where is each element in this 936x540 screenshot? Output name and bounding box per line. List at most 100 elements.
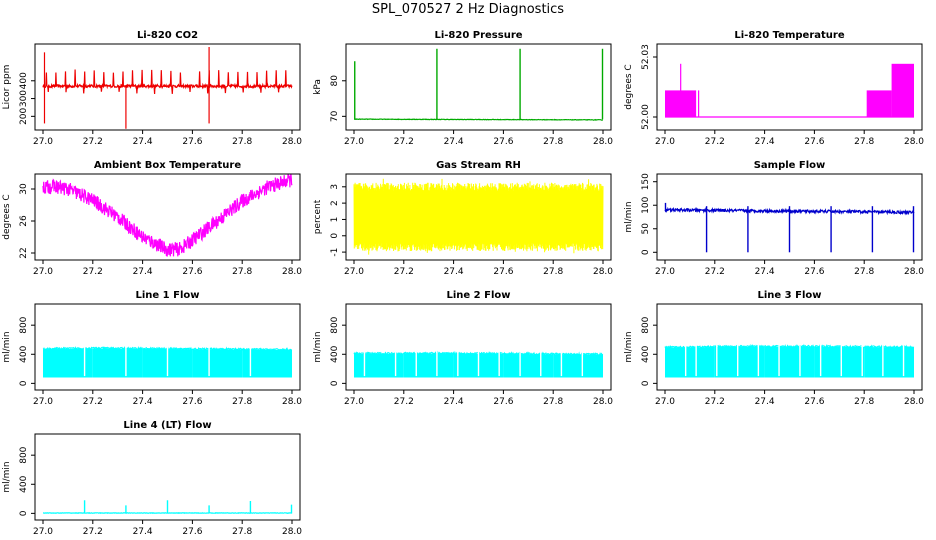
step-block [866,90,892,117]
series-line [354,118,604,121]
y-axis-label: kPa [313,79,323,95]
x-tick-label: 27.4 [444,267,464,277]
x-tick-label: 27.2 [394,137,414,147]
x-tick-label: 27.0 [33,137,53,147]
y-tick-label: 3 [330,184,340,190]
y-tick-label: 50 [641,223,651,235]
series-layer [42,346,293,378]
chart-panel: Li-820 Temperature degrees C 27.0 27.2 27.4 2… [624,30,924,147]
x-tick-label: 27.8 [232,397,252,407]
x-tick-label: 28.0 [904,267,924,277]
series-layer [353,178,604,255]
x-tick-label: 28.0 [282,527,302,537]
x-tick-label: 27.0 [344,267,364,277]
x-tick-label: 27.2 [705,137,725,147]
x-tick-label: 27.6 [804,397,824,407]
y-tick-label: 22 [19,247,29,258]
y-tick-label: 800 [19,316,29,333]
chart-title: Li-820 Pressure [434,30,522,41]
plot-frame [656,43,923,131]
chart-panel: Line 4 (LT) Flow ml/min 27.0 27.2 27.4 27.6 27… [2,420,302,537]
chart-panel: Line 3 Flow ml/min 27.0 27.2 27.4 27.6 27.8 28.… [624,290,924,407]
x-tick-label: 27.8 [854,137,874,147]
x-tick-label: 27.0 [344,397,364,407]
flow-block [242,349,292,378]
y-tick-label: 70 [330,110,340,122]
plot-frame [656,173,923,261]
y-tick-label: 800 [19,446,29,463]
x-tick-label: 27.6 [493,267,513,277]
y-tick-label: 400 [19,72,29,89]
x-tick-label: 27.4 [133,527,153,537]
chart-title: Line 1 Flow [136,290,200,301]
y-tick-label: -1 [330,248,340,257]
x-tick-label: 27.6 [493,137,513,147]
x-tick-label: 27.2 [83,527,103,537]
y-tick-label: 1 [330,217,340,223]
y-axis-label: ml/min [2,331,12,362]
y-tick-label: 150 [641,173,651,190]
y-tick-label: 80 [330,75,340,87]
y-tick-label: 52.03 [641,44,651,70]
y-tick-label: 0 [641,380,651,386]
series-layer [664,202,915,253]
x-tick-label: 27.8 [854,267,874,277]
chart-panel: Li-820 Pressure kPa 27.0 27.2 27.4 27.6 27.8 28… [313,30,613,147]
x-tick-label: 27.8 [543,267,563,277]
y-tick-label: 400 [330,345,340,362]
y-axis-label: degrees C [624,64,634,109]
y-tick-label: 400 [19,475,29,492]
x-tick-label: 27.8 [232,527,252,537]
y-axis-label: ml/min [2,461,12,492]
x-tick-label: 27.4 [755,267,775,277]
flow-block [814,346,865,378]
plot-frame [34,303,301,391]
series-line [42,69,293,95]
y-tick-label: 800 [330,316,340,333]
flow-block [503,353,554,378]
flow-block [92,348,143,378]
y-axis-label: ml/min [313,331,323,362]
y-axis-label: ml/min [624,331,634,362]
plot-frame [345,303,612,391]
chart-title: Line 4 (LT) Flow [123,420,211,431]
x-tick-label: 28.0 [282,267,302,277]
chart-title: Li-820 Temperature [734,30,844,41]
x-tick-label: 28.0 [904,397,924,407]
y-tick-label: 400 [19,345,29,362]
series-layer [664,343,915,378]
chart-panel: Line 1 Flow ml/min 27.0 27.2 27.4 27.6 27.8 28.… [2,290,302,407]
flow-block [403,353,454,378]
flow-block [43,348,93,378]
plot-frame [34,43,301,131]
chart-panel: Li-820 CO2 Licor ppm 27.0 27.2 27.4 27.6 27.8 2… [2,30,302,147]
x-tick-label: 27.8 [854,397,874,407]
plot-frame [34,433,301,521]
x-tick-label: 28.0 [282,397,302,407]
x-tick-label: 28.0 [593,137,613,147]
chart-panel: Line 2 Flow ml/min 27.0 27.2 27.4 27.6 27.8 28.… [313,290,613,407]
x-tick-label: 28.0 [282,137,302,147]
series-line [664,343,915,351]
x-tick-label: 27.4 [133,137,153,147]
plot-frame [345,43,612,131]
chart-title: Ambient Box Temperature [94,160,241,171]
chart-title: Gas Stream RH [436,160,521,171]
y-axis-label: percent [313,199,323,234]
flow-block [553,354,603,378]
x-tick-label: 27.4 [133,397,153,407]
series-line [353,178,604,255]
x-tick-label: 27.6 [804,267,824,277]
y-tick-label: 800 [641,316,651,333]
y-tick-label: 300 [19,90,29,107]
plot-frame [656,303,923,391]
chart-title: Line 2 Flow [447,290,511,301]
y-tick-label: 400 [641,345,651,362]
y-tick-label: 0 [19,380,29,386]
x-tick-label: 27.2 [705,267,725,277]
x-tick-label: 28.0 [593,397,613,407]
y-tick-label: 2 [330,200,340,206]
flow-block [864,347,914,378]
x-tick-label: 28.0 [904,137,924,147]
